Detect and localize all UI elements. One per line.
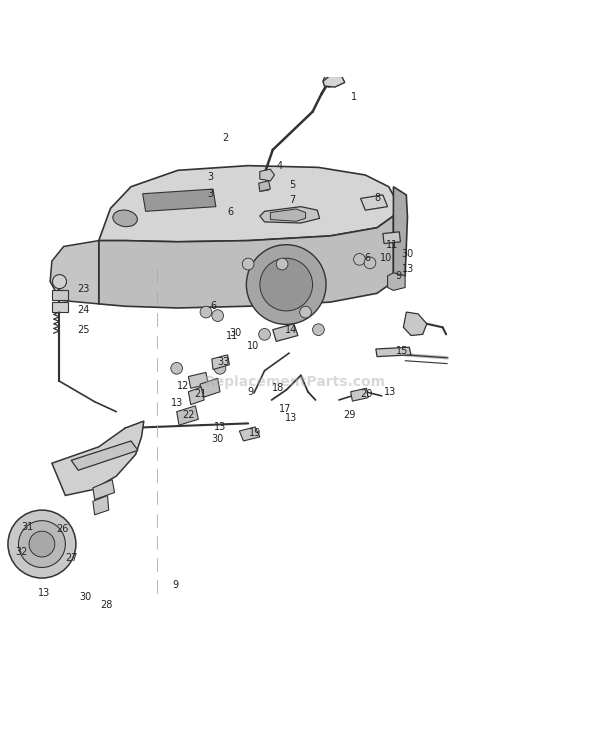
- Circle shape: [212, 310, 224, 321]
- Polygon shape: [93, 480, 114, 500]
- Text: 12: 12: [176, 381, 189, 391]
- Text: 13: 13: [214, 422, 227, 432]
- Polygon shape: [388, 273, 405, 290]
- Text: 9: 9: [396, 270, 402, 281]
- Polygon shape: [394, 187, 408, 282]
- Circle shape: [260, 258, 313, 311]
- Circle shape: [29, 531, 55, 557]
- Text: 33: 33: [218, 358, 230, 367]
- Ellipse shape: [113, 210, 137, 227]
- Text: 6: 6: [364, 253, 371, 263]
- Text: 30: 30: [402, 248, 414, 259]
- Text: 6: 6: [228, 208, 234, 217]
- Circle shape: [323, 75, 335, 87]
- Text: 23: 23: [77, 284, 90, 293]
- Polygon shape: [71, 441, 138, 470]
- Polygon shape: [93, 495, 109, 515]
- Circle shape: [313, 324, 324, 336]
- Text: 13: 13: [402, 264, 414, 273]
- Text: 1: 1: [350, 92, 357, 102]
- Polygon shape: [52, 421, 144, 495]
- Circle shape: [242, 258, 254, 270]
- Text: 11: 11: [386, 240, 398, 251]
- Circle shape: [258, 329, 270, 340]
- Text: 30: 30: [80, 592, 91, 602]
- Text: 22: 22: [182, 410, 195, 420]
- Polygon shape: [273, 324, 298, 341]
- Text: 17: 17: [278, 404, 291, 415]
- Circle shape: [53, 275, 67, 289]
- Text: 30: 30: [230, 328, 242, 338]
- Text: 25: 25: [77, 324, 90, 335]
- Text: 10: 10: [380, 253, 392, 263]
- Text: 28: 28: [100, 600, 113, 610]
- Polygon shape: [188, 387, 204, 405]
- Text: 14: 14: [284, 324, 297, 335]
- Circle shape: [18, 521, 65, 568]
- Text: 2: 2: [222, 133, 228, 143]
- Polygon shape: [323, 75, 345, 87]
- Polygon shape: [240, 427, 260, 441]
- Text: 19: 19: [250, 428, 261, 437]
- Polygon shape: [143, 189, 216, 211]
- Text: 13: 13: [38, 588, 51, 599]
- Polygon shape: [383, 232, 401, 244]
- Circle shape: [353, 253, 365, 265]
- Circle shape: [247, 245, 326, 324]
- Text: 3: 3: [207, 172, 213, 183]
- Text: 32: 32: [15, 548, 27, 557]
- Polygon shape: [350, 388, 368, 401]
- Text: 6: 6: [210, 302, 216, 311]
- Text: 13: 13: [384, 386, 396, 397]
- Text: ReplacementParts.com: ReplacementParts.com: [205, 375, 385, 389]
- Polygon shape: [212, 355, 230, 370]
- Text: 29: 29: [343, 410, 355, 420]
- Text: 20: 20: [360, 389, 373, 399]
- Polygon shape: [360, 195, 388, 210]
- Text: 8: 8: [374, 194, 380, 203]
- Polygon shape: [260, 207, 320, 223]
- Text: 7: 7: [289, 194, 296, 205]
- Text: 10: 10: [247, 341, 259, 351]
- Text: 11: 11: [226, 330, 238, 341]
- Polygon shape: [270, 209, 306, 221]
- Text: 13: 13: [284, 412, 297, 423]
- Text: 27: 27: [65, 553, 78, 563]
- Polygon shape: [200, 378, 220, 398]
- Circle shape: [300, 306, 312, 318]
- Polygon shape: [52, 302, 68, 312]
- Circle shape: [276, 258, 288, 270]
- Text: 9: 9: [172, 580, 178, 590]
- Text: 15: 15: [396, 346, 408, 355]
- Polygon shape: [404, 312, 427, 336]
- Circle shape: [364, 257, 376, 269]
- Polygon shape: [376, 347, 411, 357]
- Text: 4: 4: [276, 160, 283, 171]
- Polygon shape: [188, 372, 208, 388]
- Text: 9: 9: [247, 386, 253, 397]
- Circle shape: [8, 510, 76, 578]
- Text: 21: 21: [194, 389, 206, 399]
- Text: 5: 5: [289, 180, 296, 190]
- Polygon shape: [99, 166, 396, 242]
- Polygon shape: [176, 406, 198, 425]
- Polygon shape: [50, 241, 99, 304]
- Polygon shape: [99, 216, 394, 308]
- Text: 26: 26: [56, 524, 68, 534]
- Polygon shape: [52, 290, 68, 300]
- Text: 3: 3: [207, 188, 213, 199]
- Text: 18: 18: [271, 384, 284, 393]
- Circle shape: [171, 362, 182, 374]
- Circle shape: [200, 306, 212, 318]
- Circle shape: [214, 362, 226, 374]
- Polygon shape: [260, 169, 274, 181]
- Text: 24: 24: [77, 304, 90, 315]
- Text: 31: 31: [21, 522, 33, 531]
- Polygon shape: [258, 181, 270, 191]
- Text: 30: 30: [212, 434, 224, 443]
- Text: 13: 13: [171, 398, 183, 409]
